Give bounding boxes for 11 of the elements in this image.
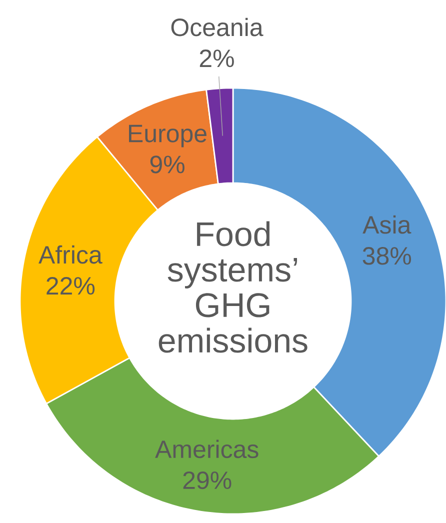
data-label: 29%: [183, 471, 232, 490]
slice-label: Oceania: [171, 18, 264, 36]
data-label: 22%: [46, 277, 95, 295]
data-label: 38%: [362, 247, 411, 265]
slice-label: Asia: [362, 215, 412, 234]
slice-label: Americas: [155, 440, 258, 458]
slice-label: Africa: [38, 245, 102, 264]
data-label: 2%: [200, 50, 234, 68]
data-label: 9%: [150, 156, 184, 174]
slice-label: Europe: [129, 124, 206, 148]
text: Food systems’ GHG emissions: [158, 221, 308, 353]
